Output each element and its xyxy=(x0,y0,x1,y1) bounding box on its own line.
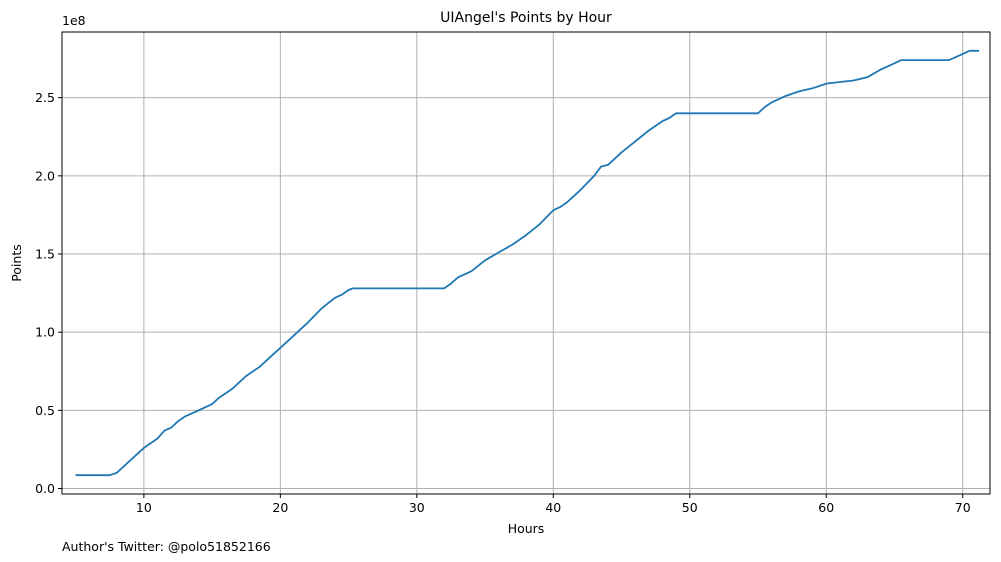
author-twitter-note: Author's Twitter: @polo51852166 xyxy=(62,539,271,554)
grid-lines xyxy=(62,32,990,494)
y-tick-label: 1.5 xyxy=(35,247,55,262)
y-tick-label: 2.0 xyxy=(35,168,55,183)
x-tick-label: 50 xyxy=(682,500,698,515)
y-tick-label: 0.5 xyxy=(35,403,55,418)
x-tick-label: 20 xyxy=(272,500,288,515)
x-tick-label: 10 xyxy=(136,500,152,515)
x-tick-label: 40 xyxy=(545,500,561,515)
y-axis-multiplier: 1e8 xyxy=(62,13,86,28)
series-line xyxy=(75,49,980,477)
x-tick-label: 30 xyxy=(409,500,425,515)
y-axis-label: Points xyxy=(9,244,24,282)
series-layer xyxy=(75,49,980,477)
y-tick-label: 2.5 xyxy=(35,90,55,105)
x-tick-label: 60 xyxy=(818,500,834,515)
x-axis-label: Hours xyxy=(508,521,545,536)
plot-area-frame xyxy=(61,31,991,495)
y-tick-label: 0.0 xyxy=(35,481,55,496)
x-tick-label: 70 xyxy=(955,500,971,515)
chart-title: UIAngel's Points by Hour xyxy=(440,10,612,26)
y-tick-label: 1.0 xyxy=(35,325,55,340)
axis-ticks: 10 20 30 40 50 60 70 0.0 0.5 1.0 1.5 2.0 2.5 xyxy=(35,90,971,515)
